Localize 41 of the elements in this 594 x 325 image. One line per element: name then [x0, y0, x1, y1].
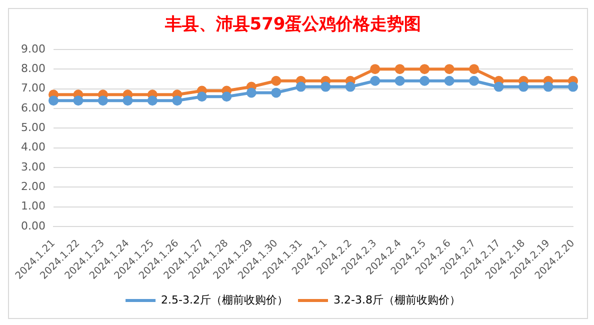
- point: [568, 82, 578, 92]
- point: [196, 92, 207, 102]
- point: [98, 96, 108, 106]
- y-tick-label: 0.00: [20, 219, 46, 232]
- point: [543, 82, 554, 92]
- legend-label: 2.5-3.2斤（棚前收购价）: [161, 293, 288, 306]
- point: [172, 96, 182, 106]
- point: [48, 96, 58, 106]
- point: [469, 76, 480, 86]
- point: [518, 82, 529, 92]
- y-tick-label: 9.00: [20, 42, 46, 56]
- y-tick-label: 4.00: [20, 140, 46, 154]
- point: [370, 64, 380, 74]
- point: [73, 96, 84, 106]
- y-tick-label: 3.00: [20, 160, 46, 174]
- point: [420, 64, 430, 74]
- point: [420, 76, 430, 86]
- point: [147, 96, 158, 106]
- y-tick-label: 2.00: [20, 180, 46, 194]
- y-tick-label: 8.00: [20, 62, 46, 75]
- point: [271, 76, 282, 86]
- y-tick-label: 5.00: [20, 120, 46, 134]
- point: [320, 82, 331, 92]
- point: [271, 88, 282, 98]
- point: [394, 76, 405, 86]
- y-tick-label: 7.00: [20, 82, 46, 95]
- point: [394, 64, 405, 74]
- point: [296, 82, 306, 92]
- point: [122, 96, 133, 106]
- y-tick-label: 6.00: [20, 101, 46, 114]
- point: [370, 76, 380, 86]
- point: [222, 92, 232, 102]
- y-tick-label: 1.00: [20, 200, 46, 213]
- point: [494, 82, 504, 92]
- chart-title: 丰县、沛县579蛋公鸡价格走势图: [164, 14, 422, 35]
- point: [469, 64, 480, 74]
- point: [444, 64, 454, 74]
- legend-label: 3.2-3.8斤（棚前收购价）: [334, 293, 460, 306]
- point: [246, 88, 256, 98]
- point: [345, 82, 356, 92]
- point: [444, 76, 454, 86]
